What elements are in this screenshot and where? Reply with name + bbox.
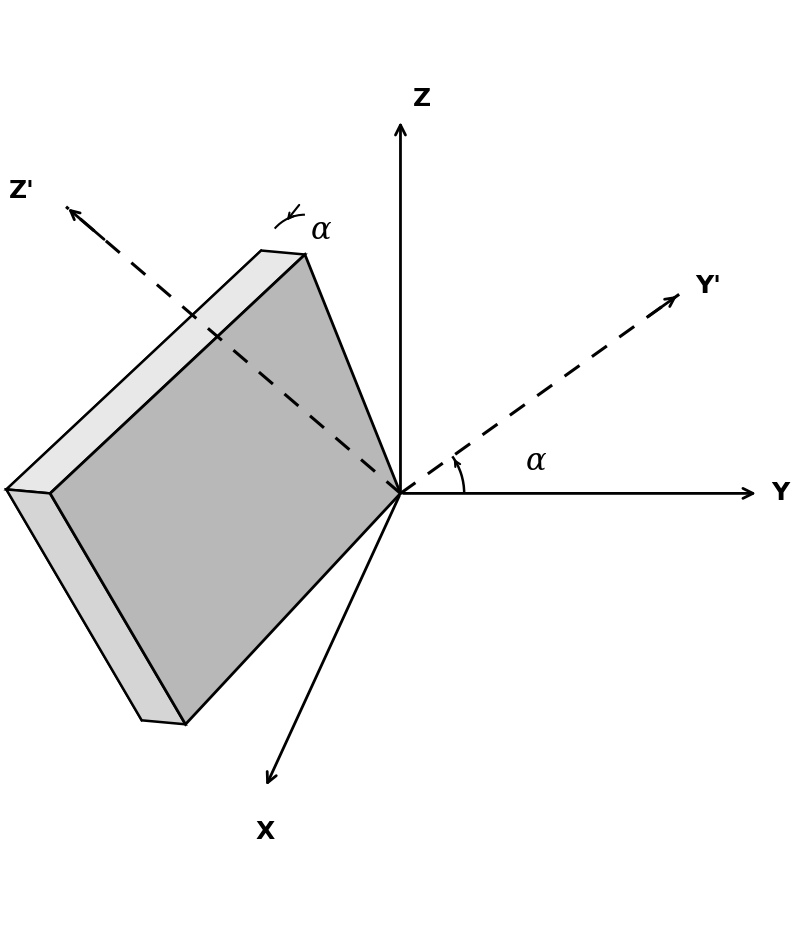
Polygon shape [50, 254, 401, 724]
Text: Z': Z' [9, 178, 34, 203]
Polygon shape [6, 251, 305, 493]
Text: Y: Y [770, 482, 789, 505]
Text: X: X [255, 820, 274, 844]
Polygon shape [6, 489, 186, 724]
Text: Z: Z [413, 87, 430, 111]
Text: Y': Y' [695, 274, 721, 299]
Text: α: α [310, 215, 331, 246]
Text: α: α [526, 446, 546, 477]
